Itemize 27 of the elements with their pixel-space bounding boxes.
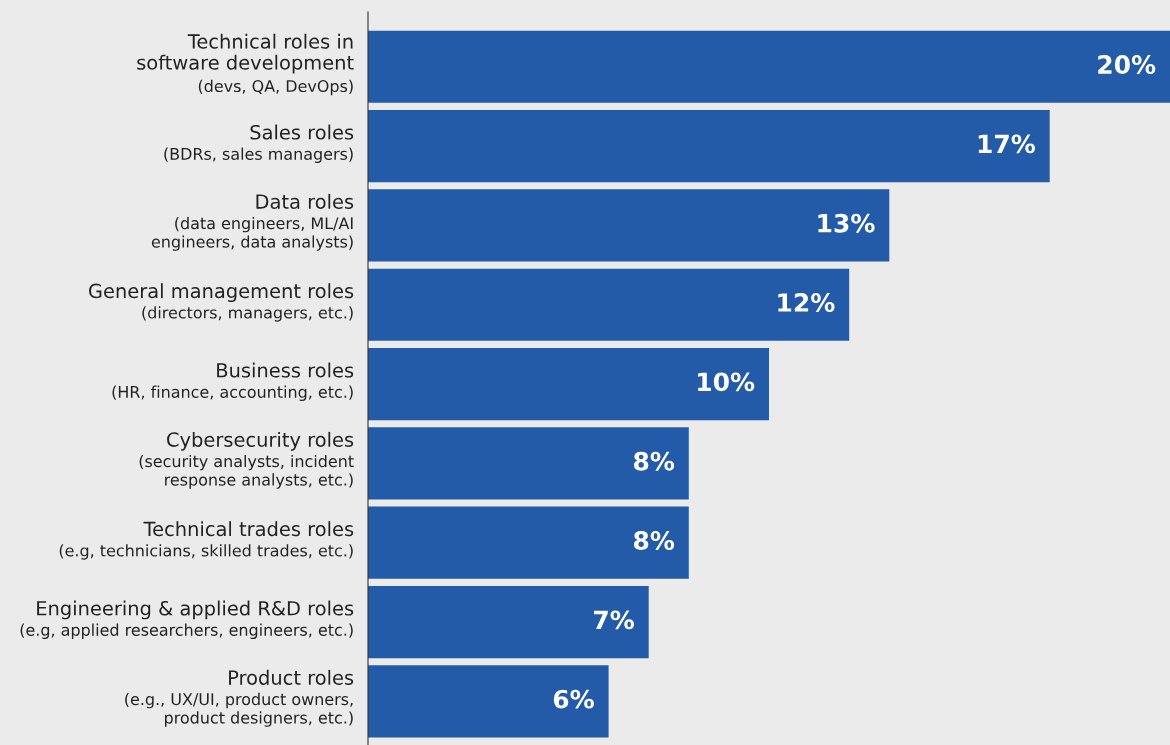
bar [368,30,1170,103]
data-label: 8% [633,451,675,471]
bar [368,109,1050,183]
bar [368,585,649,659]
y-tick-label: Cybersecurity roles (security analysts, incident response analysts, etc.) [139,431,354,489]
y-tick-label: Product roles (e.g., UX/UI, product owners, product designers, etc.) [125,669,354,727]
bar [368,268,850,341]
y-tick-label: Engineering & applied R&D roles (e.g, applied researchers, engineers, etc.) [20,600,354,639]
y-tick-label: General management roles (directors, managers, etc.) [89,283,354,322]
y-tick-label: Sales roles (BDRs, sales managers) [164,124,354,164]
bar [368,427,689,500]
y-tick-label: Data roles (data engineers, ML/AI engineers, data analysts) [151,193,354,251]
data-label: 20% [1098,55,1156,74]
data-label: 13% [818,213,875,233]
data-label: 8% [633,531,675,550]
bar [368,347,769,421]
y-tick-label: Technical trades roles (e.g, technicians, skilled trades, etc.) [59,521,354,560]
bar [368,506,689,579]
y-tick-label: Business roles (HR, finance, accounting, etc.) [112,362,354,402]
data-label: 12% [778,293,835,312]
y-tick-label: Technical roles in software development (devs, QA, DevOps) [137,33,354,96]
data-label: 17% [978,134,1036,154]
bar [368,189,890,262]
data-label: 6% [553,689,594,709]
bar [368,665,609,738]
data-label: 10% [698,372,755,392]
data-label: 7% [594,610,635,630]
